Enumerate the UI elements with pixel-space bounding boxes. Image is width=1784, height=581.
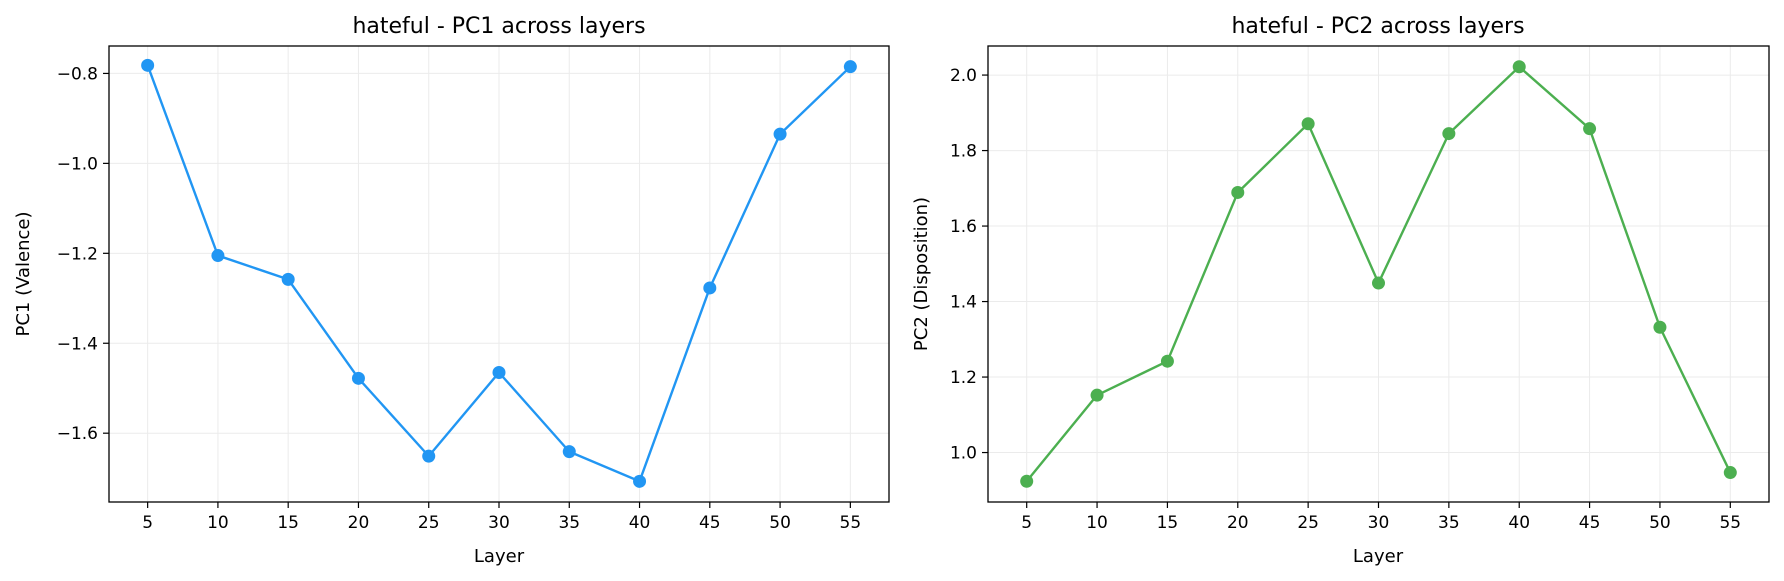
y-tick-label: −0.8 bbox=[57, 64, 98, 84]
x-tick-label: 40 bbox=[1508, 513, 1530, 533]
data-point bbox=[1160, 354, 1174, 368]
x-tick-label: 20 bbox=[348, 513, 370, 533]
y-axis-label: PC1 (Valence) bbox=[13, 211, 34, 336]
data-point bbox=[281, 272, 295, 286]
x-tick-label: 55 bbox=[1719, 513, 1741, 533]
data-point bbox=[211, 249, 225, 263]
axis-ticks: 5 10 15 20 25 30 35 40 45 50 55 1.0 1.2 1.4 1.6 1.8 2.0 bbox=[950, 66, 1741, 533]
x-tick-label: 35 bbox=[558, 513, 580, 533]
data-point bbox=[1512, 60, 1526, 74]
pc1-chart: hateful - PC1 across layers 5 10 15 20 25 30 3… bbox=[13, 14, 890, 567]
x-tick-label: 5 bbox=[142, 513, 153, 533]
x-tick-label: 40 bbox=[629, 513, 651, 533]
y-tick-label: 1.6 bbox=[950, 217, 977, 237]
x-tick-label: 50 bbox=[1649, 513, 1671, 533]
data-point bbox=[773, 127, 787, 141]
x-tick-label: 10 bbox=[1086, 513, 1108, 533]
y-tick-label: −1.6 bbox=[57, 424, 98, 444]
x-tick-label: 35 bbox=[1438, 513, 1460, 533]
x-axis-label: Layer bbox=[474, 546, 525, 567]
data-point bbox=[1442, 127, 1456, 141]
axis-ticks: 5 10 15 20 25 30 35 40 45 50 55 −1.6 −1.4 −1.2 −1.0 −0.… bbox=[57, 64, 861, 533]
grid bbox=[988, 46, 1769, 502]
x-tick-label: 55 bbox=[840, 513, 862, 533]
series bbox=[1020, 60, 1737, 488]
data-point bbox=[1372, 276, 1385, 290]
data-point bbox=[1583, 122, 1597, 136]
series bbox=[141, 58, 857, 488]
x-tick-label: 30 bbox=[488, 513, 510, 533]
data-point bbox=[843, 60, 857, 74]
chart-title: hateful - PC2 across layers bbox=[1231, 14, 1524, 39]
y-tick-label: −1.0 bbox=[57, 154, 98, 174]
data-point bbox=[1723, 466, 1737, 480]
x-tick-label: 30 bbox=[1368, 513, 1390, 533]
y-tick-label: 1.8 bbox=[950, 142, 977, 162]
pc2-chart: hateful - PC2 across layers 5 10 15 20 25 30 3… bbox=[911, 14, 1770, 567]
y-tick-label: 2.0 bbox=[950, 66, 977, 86]
data-point bbox=[141, 58, 155, 72]
data-point bbox=[422, 449, 436, 463]
y-tick-label: 1.4 bbox=[950, 293, 977, 313]
grid bbox=[109, 46, 889, 502]
y-tick-label: −1.4 bbox=[57, 334, 98, 354]
x-axis-label: Layer bbox=[1353, 546, 1404, 567]
data-point bbox=[1301, 117, 1315, 131]
data-point bbox=[633, 474, 647, 488]
y-tick-label: −1.2 bbox=[57, 244, 98, 264]
x-tick-label: 25 bbox=[1297, 513, 1319, 533]
x-tick-label: 5 bbox=[1021, 513, 1032, 533]
data-point bbox=[703, 281, 717, 295]
y-tick-label: 1.2 bbox=[950, 368, 977, 388]
data-point bbox=[562, 445, 576, 459]
data-point bbox=[1231, 185, 1245, 199]
x-tick-label: 25 bbox=[418, 513, 440, 533]
data-point bbox=[1653, 320, 1667, 334]
y-tick-label: 1.0 bbox=[950, 444, 977, 464]
x-tick-label: 15 bbox=[277, 513, 299, 533]
y-axis-label: PC2 (Disposition) bbox=[911, 197, 932, 351]
x-tick-label: 50 bbox=[769, 513, 791, 533]
x-tick-label: 15 bbox=[1157, 513, 1179, 533]
data-point bbox=[1090, 388, 1104, 402]
x-tick-label: 10 bbox=[207, 513, 229, 533]
x-tick-label: 20 bbox=[1227, 513, 1249, 533]
x-tick-label: 45 bbox=[699, 513, 721, 533]
chart-title: hateful - PC1 across layers bbox=[352, 14, 645, 39]
data-point bbox=[492, 365, 506, 379]
data-point bbox=[1020, 474, 1034, 488]
data-point bbox=[351, 371, 365, 385]
x-tick-label: 45 bbox=[1579, 513, 1601, 533]
